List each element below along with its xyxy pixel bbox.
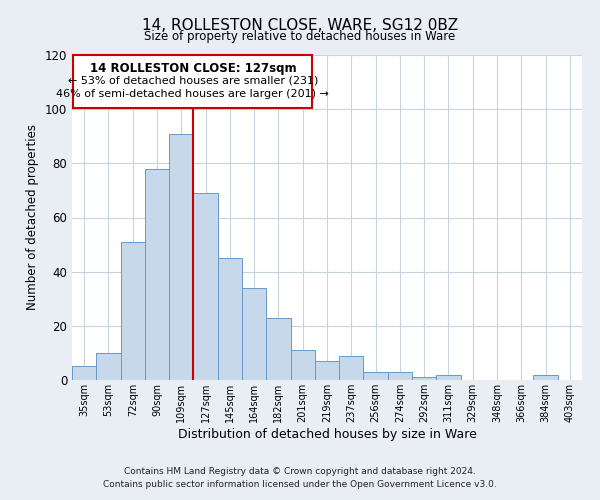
Bar — [169, 134, 193, 380]
Text: 14 ROLLESTON CLOSE: 127sqm: 14 ROLLESTON CLOSE: 127sqm — [89, 62, 296, 75]
Text: Contains HM Land Registry data © Crown copyright and database right 2024.
Contai: Contains HM Land Registry data © Crown c… — [103, 468, 497, 489]
Bar — [242, 288, 266, 380]
Bar — [96, 353, 121, 380]
Text: 46% of semi-detached houses are larger (201) →: 46% of semi-detached houses are larger (… — [56, 89, 329, 99]
Bar — [315, 361, 339, 380]
X-axis label: Distribution of detached houses by size in Ware: Distribution of detached houses by size … — [178, 428, 476, 440]
Text: 14, ROLLESTON CLOSE, WARE, SG12 0BZ: 14, ROLLESTON CLOSE, WARE, SG12 0BZ — [142, 18, 458, 32]
Bar — [388, 372, 412, 380]
Bar — [145, 169, 169, 380]
Bar — [290, 350, 315, 380]
Text: Size of property relative to detached houses in Ware: Size of property relative to detached ho… — [145, 30, 455, 43]
Bar — [266, 318, 290, 380]
Bar — [339, 356, 364, 380]
Bar — [121, 242, 145, 380]
Bar — [193, 193, 218, 380]
Bar — [533, 374, 558, 380]
Text: ← 53% of detached houses are smaller (231): ← 53% of detached houses are smaller (23… — [68, 76, 318, 86]
FancyBboxPatch shape — [73, 55, 313, 108]
Bar — [412, 378, 436, 380]
Bar — [72, 366, 96, 380]
Y-axis label: Number of detached properties: Number of detached properties — [26, 124, 39, 310]
Bar — [218, 258, 242, 380]
Bar — [364, 372, 388, 380]
Bar — [436, 374, 461, 380]
